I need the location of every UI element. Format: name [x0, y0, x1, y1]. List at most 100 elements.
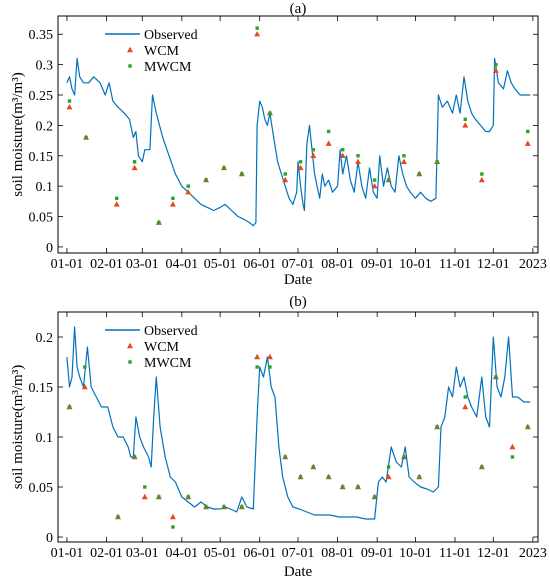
mwcm-point	[132, 160, 137, 164]
mwcm-point	[494, 375, 498, 379]
x-tick-label: 12-01	[477, 257, 510, 272]
x-axis-label: Date	[284, 272, 313, 288]
y-axis-label: soil moisture(m³/m³)	[10, 72, 26, 196]
mwcm-point	[186, 495, 190, 499]
wcm-point	[169, 513, 176, 520]
chart-title: (a)	[290, 1, 307, 17]
mwcm-point	[326, 475, 331, 479]
y-tick-label: 0.05	[29, 211, 54, 226]
mwcm-point	[240, 505, 244, 509]
panel-b: (b) 0 0.05 0.1 0.15 0.2 01-01 02-01 03-01 04-01 05…	[10, 294, 547, 580]
wcm-point	[254, 31, 261, 37]
y-tick-label: 0.3	[36, 59, 54, 74]
x-tick-label: 02-01	[90, 546, 123, 561]
mwcm-point	[372, 495, 377, 499]
legend-label: MWCM	[144, 60, 192, 75]
mwcm-point	[356, 485, 360, 489]
x-tick-label: 09-01	[361, 257, 394, 272]
x-tick-label: 01-01	[51, 257, 84, 272]
x-tick-label: 03-01	[126, 546, 159, 561]
mwcm-point	[372, 178, 377, 182]
mwcm-point	[298, 475, 303, 479]
mwcm-point	[143, 485, 147, 489]
x-axis-label: Date	[284, 564, 313, 580]
mwcm-point	[340, 485, 345, 489]
y-tick-label: 0.15	[29, 150, 54, 165]
mwcm-point	[67, 99, 72, 103]
mwcm-point	[268, 111, 272, 115]
x-tick-label: 2023	[519, 257, 547, 272]
mwcm-point	[510, 455, 515, 459]
x-tick-label: 06-01	[243, 546, 276, 561]
mwcm-point	[386, 178, 391, 182]
mwcm-point	[204, 505, 208, 509]
wcm-point	[339, 152, 346, 158]
mwcm-point	[283, 172, 287, 176]
x-tick-label: 04-01	[165, 257, 198, 272]
mwcm-point	[494, 62, 498, 67]
wcm-point	[478, 176, 485, 183]
y-tick-label: 0.05	[29, 481, 54, 496]
mwcm-point	[480, 465, 484, 469]
wcm-point	[310, 152, 317, 158]
wcm-point	[282, 176, 289, 183]
wcm-point	[492, 67, 499, 73]
y-tick-label: 0.35	[29, 28, 54, 43]
x-tick-label: 05-01	[204, 257, 237, 272]
x-tick-label: 07-01	[282, 257, 315, 272]
legend-mwcm-swatch	[128, 64, 132, 68]
x-tick-label: 08-01	[321, 546, 354, 561]
mwcm-point	[283, 455, 287, 459]
mwcm-point	[115, 196, 119, 201]
wcm-point	[355, 158, 361, 165]
mwcm-point	[83, 365, 87, 369]
x-tick-label: 10-01	[399, 546, 432, 561]
mwcm-point	[204, 178, 208, 182]
legend-box	[99, 317, 219, 374]
y-axis-label: soil moisture(m³/m³)	[10, 365, 26, 489]
wcm-point	[371, 182, 378, 189]
y-tick-label: 0.1	[36, 431, 54, 446]
mwcm-point	[402, 455, 406, 459]
mwcm-point	[157, 220, 161, 225]
mwcm-point	[311, 147, 316, 152]
x-tick-label: 02-01	[90, 257, 123, 272]
x-tick-label: 07-01	[282, 546, 315, 561]
axes-frame	[57, 311, 539, 543]
mwcm-point	[255, 26, 259, 30]
x-tick-label: 08-01	[321, 257, 354, 272]
wcm-point	[524, 140, 531, 146]
mwcm-point	[435, 160, 439, 164]
wcm-point	[113, 201, 120, 207]
wcm-point	[185, 189, 192, 195]
plot-area	[66, 326, 531, 529]
wcm-point	[297, 164, 304, 171]
legend-wcm-swatch	[127, 342, 133, 349]
mwcm-point	[417, 172, 421, 176]
legend-mwcm-swatch	[128, 360, 132, 364]
mwcm-point	[157, 495, 161, 499]
wcm-point	[66, 103, 73, 110]
wcm-point	[141, 493, 148, 500]
wcm-point	[462, 122, 469, 128]
mwcm-point	[298, 160, 303, 164]
axes-frame	[57, 15, 539, 254]
x-tick-label: 2023	[519, 546, 547, 561]
chart-title: (b)	[289, 294, 307, 310]
mwcm-point	[171, 196, 175, 201]
wcm-point	[400, 158, 407, 165]
wcm-point	[325, 140, 332, 146]
legend-wcm-swatch	[127, 46, 133, 53]
mwcm-point	[526, 129, 530, 134]
x-tick-label: 09-01	[361, 546, 394, 561]
legend-label: Observed	[144, 28, 198, 43]
x-tick-label: 01-01	[51, 546, 84, 561]
mwcm-point	[386, 465, 391, 469]
mwcm-point	[171, 525, 175, 529]
mwcm-point	[463, 117, 467, 122]
legend-label: MWCM	[144, 356, 192, 371]
mwcm-point	[326, 129, 331, 134]
x-tick-label: 11-01	[439, 546, 471, 561]
